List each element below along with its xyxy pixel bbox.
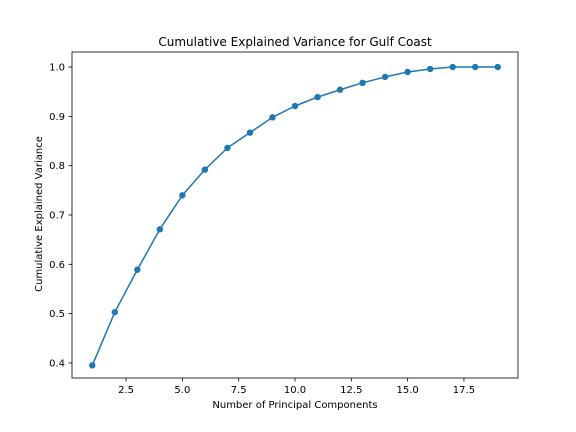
chart-title: Cumulative Explained Variance for Gulf C… <box>158 35 432 49</box>
y-tick-label: 0.9 <box>49 112 65 123</box>
data-point <box>112 309 118 315</box>
data-point <box>382 74 388 80</box>
data-point <box>314 94 320 100</box>
data-point <box>404 69 410 75</box>
y-tick-label: 0.5 <box>49 309 65 320</box>
y-tick-label: 0.4 <box>49 358 65 369</box>
data-point <box>89 362 95 368</box>
x-tick-label: 7.5 <box>231 385 247 396</box>
data-point <box>292 103 298 109</box>
x-tick-label: 17.5 <box>453 385 475 396</box>
data-point <box>269 114 275 120</box>
x-tick-label: 5.0 <box>174 385 190 396</box>
data-point <box>495 64 501 70</box>
x-axis-label: Number of Principal Components <box>212 400 377 411</box>
y-tick-label: 0.6 <box>49 260 65 271</box>
data-point <box>427 66 433 72</box>
y-tick-label: 0.8 <box>49 161 65 172</box>
y-tick-label: 0.7 <box>49 211 65 222</box>
data-point <box>202 166 208 172</box>
x-tick-label: 2.5 <box>118 385 134 396</box>
data-point <box>157 226 163 232</box>
data-point <box>179 192 185 198</box>
data-point <box>134 267 140 273</box>
data-point <box>337 87 343 93</box>
data-point <box>472 64 478 70</box>
data-point <box>359 80 365 86</box>
data-point <box>449 64 455 70</box>
x-tick-label: 12.5 <box>340 385 362 396</box>
data-point <box>247 129 253 135</box>
y-tick-label: 1.0 <box>49 63 65 74</box>
x-tick-label: 15.0 <box>396 385 418 396</box>
y-axis-label: Cumulative Explained Variance <box>34 136 45 292</box>
x-tick-label: 10.0 <box>284 385 306 396</box>
data-point <box>224 145 230 151</box>
